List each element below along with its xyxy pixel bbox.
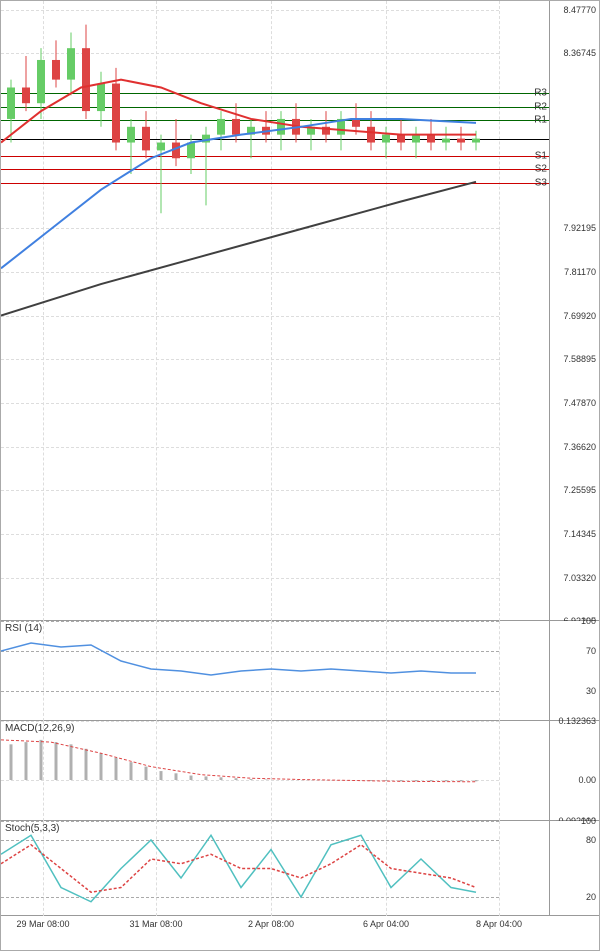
rsi-panel[interactable]: RSI (14) 3070100 <box>1 621 599 721</box>
time-axis: 29 Mar 08:0031 Mar 08:002 Apr 08:006 Apr… <box>1 916 599 952</box>
rsi-chart-area[interactable] <box>1 621 549 720</box>
rsi-label: RSI (14) <box>5 623 42 634</box>
stoch-chart-area[interactable] <box>1 821 549 915</box>
macd-label: MACD(12,26,9) <box>5 723 74 734</box>
macd-panel[interactable]: MACD(12,26,9) 0.1323630.00-0.092012 <box>1 721 599 821</box>
macd-chart-area[interactable] <box>1 721 549 820</box>
macd-yaxis: 0.1323630.00-0.092012 <box>549 721 599 820</box>
price-panel[interactable]: R38.26472R28.23066R18.196618.14980S18.10… <box>1 1 599 621</box>
rsi-yaxis: 3070100 <box>549 621 599 720</box>
price-yaxis: 8.477708.367457.921957.811707.699207.588… <box>549 1 599 620</box>
stoch-panel[interactable]: Stoch(5,3,3) 2080100 <box>1 821 599 916</box>
chart-container: R38.26472R28.23066R18.196618.14980S18.10… <box>0 0 600 951</box>
price-chart-area[interactable]: R38.26472R28.23066R18.196618.14980S18.10… <box>1 1 549 620</box>
stoch-yaxis: 2080100 <box>549 821 599 915</box>
stoch-label: Stoch(5,3,3) <box>5 823 59 834</box>
